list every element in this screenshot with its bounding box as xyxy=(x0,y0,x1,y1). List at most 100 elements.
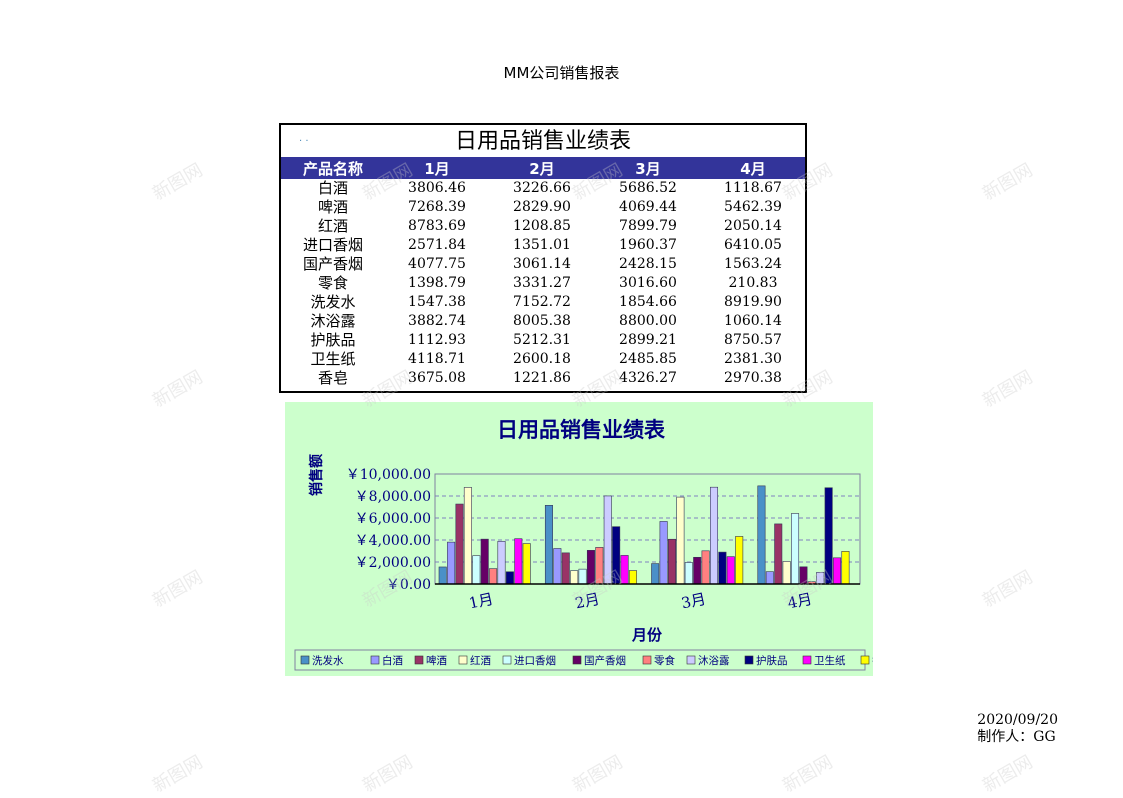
legend-label: 啤酒 xyxy=(426,654,447,667)
sales-value-cell: 1060.14 xyxy=(724,313,782,329)
sales-value-cell: 2050.14 xyxy=(724,218,782,234)
sales-value-cell: 3061.14 xyxy=(513,256,571,272)
chart-bar xyxy=(544,505,553,585)
legend-label: 卫生纸 xyxy=(814,654,846,667)
chart-bar xyxy=(505,571,514,585)
legend-swatch xyxy=(502,655,512,665)
chart-bar xyxy=(824,487,833,585)
table-row: 洗发水 1547.38 7152.72 1854.66 8919.90 xyxy=(281,293,805,312)
table-header-cell: 3月 xyxy=(595,157,701,179)
chart-bar xyxy=(757,485,766,585)
sales-value-cell: 6410.05 xyxy=(724,237,782,253)
product-name-cell: 沐浴露 xyxy=(310,312,356,330)
legend-swatch xyxy=(744,655,754,665)
sales-value-cell: 5462.39 xyxy=(724,199,782,215)
table-row: 沐浴露 3882.74 8005.38 8800.00 1060.14 xyxy=(281,312,805,331)
table-row: 香皂 3675.08 1221.86 4326.27 2970.38 xyxy=(281,369,805,388)
chart-bar xyxy=(765,571,774,585)
product-name-cell: 红酒 xyxy=(317,217,348,235)
sales-value-cell: 3806.46 xyxy=(408,180,466,196)
sales-value-cell: 4077.75 xyxy=(408,256,466,272)
chart-bar xyxy=(578,568,587,585)
chart-bar xyxy=(514,538,523,585)
table-row: 卫生纸 4118.71 2600.18 2485.85 2381.30 xyxy=(281,350,805,369)
table-row: 护肤品 1112.93 5212.31 2899.21 8750.57 xyxy=(281,331,805,350)
sales-value-cell: 7899.79 xyxy=(619,218,677,234)
chart-bar xyxy=(816,572,825,585)
table-mark: · · xyxy=(299,136,309,147)
watermark-text: 新图网 xyxy=(979,366,1037,412)
watermark-text: 新图网 xyxy=(149,159,207,205)
sales-value-cell: 2899.21 xyxy=(619,332,677,348)
watermark-text: 新图网 xyxy=(979,566,1037,612)
y-tick-label: ￥6,000.00 xyxy=(355,511,431,527)
product-name-cell: 白酒 xyxy=(317,179,348,197)
chart-bar xyxy=(709,486,718,585)
chart-bar xyxy=(659,521,668,585)
table-row: 国产香烟 4077.75 3061.14 2428.15 1563.24 xyxy=(281,255,805,274)
legend-label: 零食 xyxy=(654,654,675,667)
page-title: MM公司销售报表 xyxy=(503,64,620,82)
legend-swatch xyxy=(414,655,424,665)
chart-bar xyxy=(841,551,850,585)
chart-bar xyxy=(667,538,676,585)
x-tick-label: 4月 xyxy=(786,590,814,613)
table-header-cell: 2月 xyxy=(489,157,595,179)
legend-label: 香皂 xyxy=(872,654,873,667)
sales-table: 产品名称 1月 2月 3月 4月 白酒 3806.46 3226.66 5686.52 1118… xyxy=(281,157,805,388)
legend-label: 国产香烟 xyxy=(584,654,626,667)
chart-bar xyxy=(735,536,744,585)
chart-bar xyxy=(718,551,727,585)
chart-bar xyxy=(472,555,481,585)
sales-value-cell: 3331.27 xyxy=(513,275,571,291)
watermark-text: 新图网 xyxy=(569,751,627,797)
product-name-cell: 护肤品 xyxy=(310,331,356,349)
sales-value-cell: 2970.38 xyxy=(724,370,782,386)
table-header-row: 产品名称 1月 2月 3月 4月 xyxy=(281,157,805,179)
chart-bar xyxy=(651,563,660,585)
chart-bar xyxy=(791,513,800,585)
x-tick-label: 1月 xyxy=(467,590,495,613)
product-name-cell: 啤酒 xyxy=(317,198,348,216)
sales-value-cell: 7268.39 xyxy=(408,199,466,215)
sales-value-cell: 8919.90 xyxy=(724,294,782,310)
legend-swatch xyxy=(686,655,696,665)
sales-value-cell: 8800.00 xyxy=(619,313,677,329)
table-header-cell: 1月 xyxy=(385,157,489,179)
sales-value-cell: 7152.72 xyxy=(513,294,571,310)
product-name-cell: 零食 xyxy=(317,274,348,292)
y-tick-label: ￥2,000.00 xyxy=(355,555,431,571)
y-tick-label: ￥10,000.00 xyxy=(346,467,431,483)
chart-bar xyxy=(603,495,612,585)
chart-bar xyxy=(455,503,464,585)
sales-value-cell: 8005.38 xyxy=(513,313,571,329)
legend-label: 红酒 xyxy=(470,654,491,667)
chart-bar xyxy=(438,566,447,585)
watermark-text: 新图网 xyxy=(149,751,207,797)
sales-value-cell: 2485.85 xyxy=(619,351,677,367)
chart-bar xyxy=(782,561,791,585)
chart-bar xyxy=(570,570,579,585)
footer-date: 2020/09/20 xyxy=(977,712,1058,728)
sales-value-cell: 1221.86 xyxy=(513,370,571,386)
watermark-text: 新图网 xyxy=(359,751,417,797)
table-header-cell: 产品名称 xyxy=(281,157,385,179)
y-tick-label: ￥8,000.00 xyxy=(355,489,431,505)
sales-value-cell: 1208.85 xyxy=(513,218,571,234)
sales-value-cell: 2381.30 xyxy=(724,351,782,367)
chart-bar xyxy=(620,555,629,585)
product-name-cell: 洗发水 xyxy=(310,293,356,311)
watermark-text: 新图网 xyxy=(149,366,207,412)
legend-label: 沐浴露 xyxy=(698,654,730,667)
sales-value-cell: 2428.15 xyxy=(619,256,677,272)
chart-bar xyxy=(726,556,735,585)
legend-swatch xyxy=(300,655,310,665)
table-header-cell: 4月 xyxy=(701,157,805,179)
legend-label: 白酒 xyxy=(382,654,403,667)
sales-value-cell: 1960.37 xyxy=(619,237,677,253)
chart-bar xyxy=(489,568,498,585)
y-tick-label: ￥4,000.00 xyxy=(355,533,431,549)
sales-value-cell: 4069.44 xyxy=(619,199,677,215)
sales-value-cell: 2829.90 xyxy=(513,199,571,215)
